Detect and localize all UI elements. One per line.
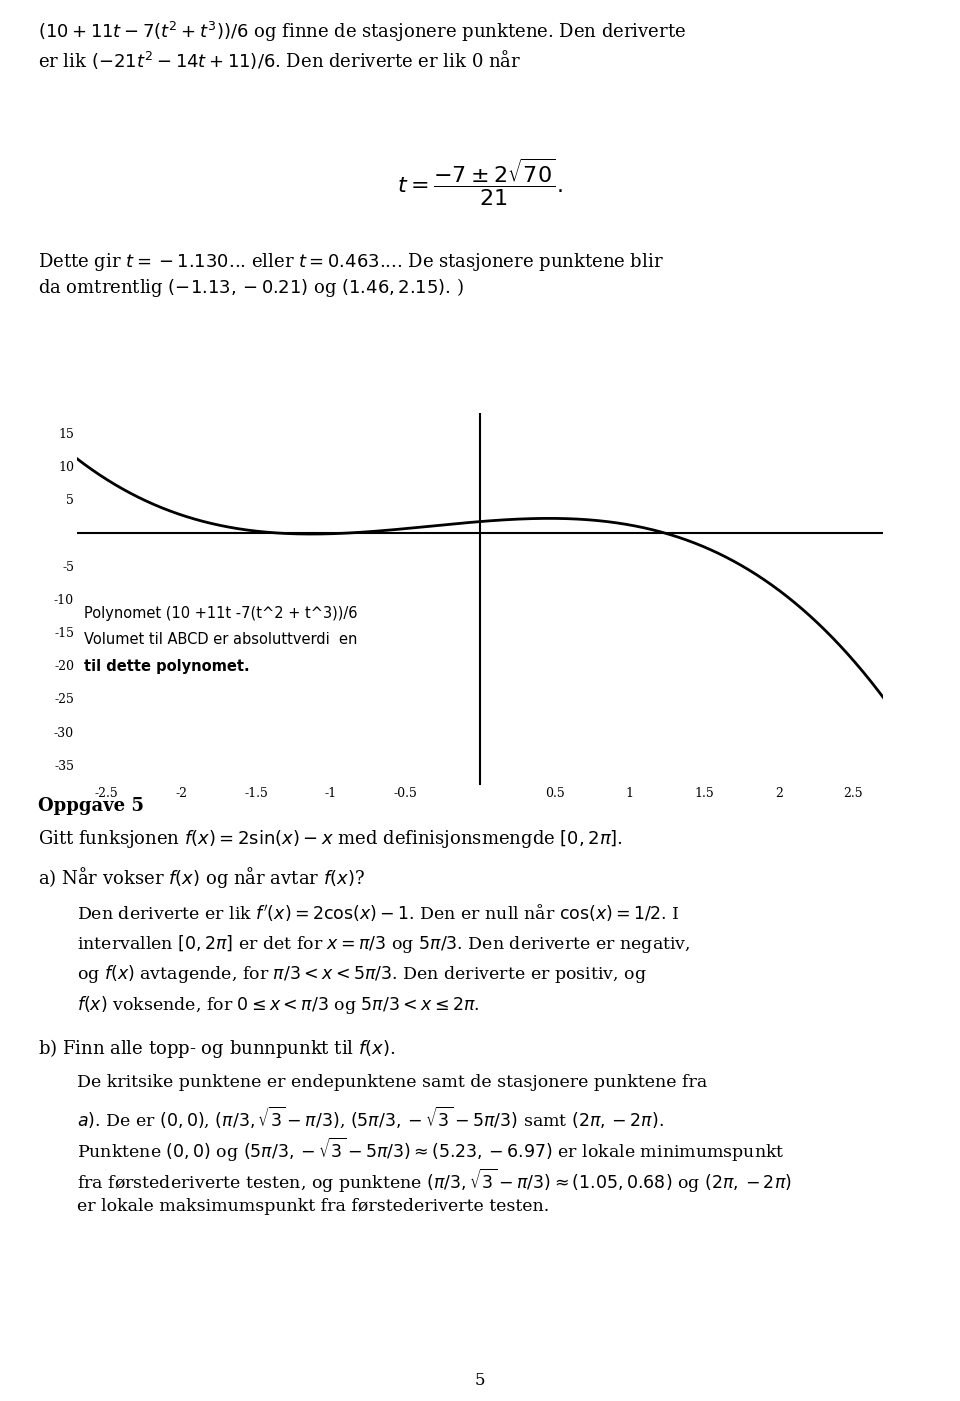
Text: Dette gir $t = -1.130$... eller $t = 0.463$.... De stasjonere punktene blir
da o: Dette gir $t = -1.130$... eller $t = 0.4… [38,251,664,300]
Text: $a)$. De er $(0,0)$, $(\pi/3, \sqrt{3} - \pi/3)$, $(5\pi/3, -\sqrt{3} - 5\pi/3)$: $a)$. De er $(0,0)$, $(\pi/3, \sqrt{3} -… [77,1105,664,1131]
Text: $t = \dfrac{-7 \pm 2\sqrt{70}}{21}.$: $t = \dfrac{-7 \pm 2\sqrt{70}}{21}.$ [396,157,564,209]
Text: til dette polynomet.: til dette polynomet. [84,658,250,674]
Text: Oppgave 5: Oppgave 5 [38,797,144,815]
Text: Punktene $(0,0)$ og $(5\pi/3, -\sqrt{3} - 5\pi/3) \approx (5.23, -6.97)$ er loka: Punktene $(0,0)$ og $(5\pi/3, -\sqrt{3} … [77,1136,784,1164]
Text: Volumet til ABCD er absoluttverdi  en: Volumet til ABCD er absoluttverdi en [84,632,358,647]
Text: Gitt funksjonen $f(x) = 2\sin(x) - x$ med definisjonsmengde $[0, 2\pi]$.: Gitt funksjonen $f(x) = 2\sin(x) - x$ me… [38,828,623,850]
Text: b) Finn alle topp- og bunnpunkt til $f(x)$.: b) Finn alle topp- og bunnpunkt til $f(x… [38,1037,396,1061]
Text: 5: 5 [475,1372,485,1388]
Text: Polynomet (10 +11t -7(t^2 + t^3))/6: Polynomet (10 +11t -7(t^2 + t^3))/6 [84,605,358,621]
Text: De kritsike punktene er endepunktene samt de stasjonere punktene fra: De kritsike punktene er endepunktene sam… [77,1075,708,1091]
Text: a) Når vokser $f(x)$ og når avtar $f(x)$?: a) Når vokser $f(x)$ og når avtar $f(x)$… [38,864,366,890]
Text: Den deriverte er lik $f'(x) = 2\cos(x) - 1$. Den er null når $\cos(x) = 1/2$. I: Den deriverte er lik $f'(x) = 2\cos(x) -… [77,902,680,923]
Text: $(10+11t-7(t^2+t^3))/6$ og finne de stasjonere punktene. Den deriverte
er lik $(: $(10+11t-7(t^2+t^3))/6$ og finne de stas… [38,20,686,70]
Text: $f(x)$ voksende, for $0 \leq x < \pi/3$ og $5\pi/3 < x \leq 2\pi$.: $f(x)$ voksende, for $0 \leq x < \pi/3$ … [77,995,479,1016]
Text: fra førstederiverte testen, og punktene $(\pi/3, \sqrt{3} - \pi/3) \approx (1.05: fra førstederiverte testen, og punktene … [77,1167,792,1195]
Text: er lokale maksimumspunkt fra førstederiverte testen.: er lokale maksimumspunkt fra førstederiv… [77,1198,549,1215]
Text: intervallen $[0, 2\pi]$ er det for $x = \pi/3$ og $5\pi/3$. Den deriverte er neg: intervallen $[0, 2\pi]$ er det for $x = … [77,933,690,954]
Text: og $f(x)$ avtagende, for $\pi/3 < x < 5\pi/3$. Den deriverte er positiv, og: og $f(x)$ avtagende, for $\pi/3 < x < 5\… [77,964,646,985]
